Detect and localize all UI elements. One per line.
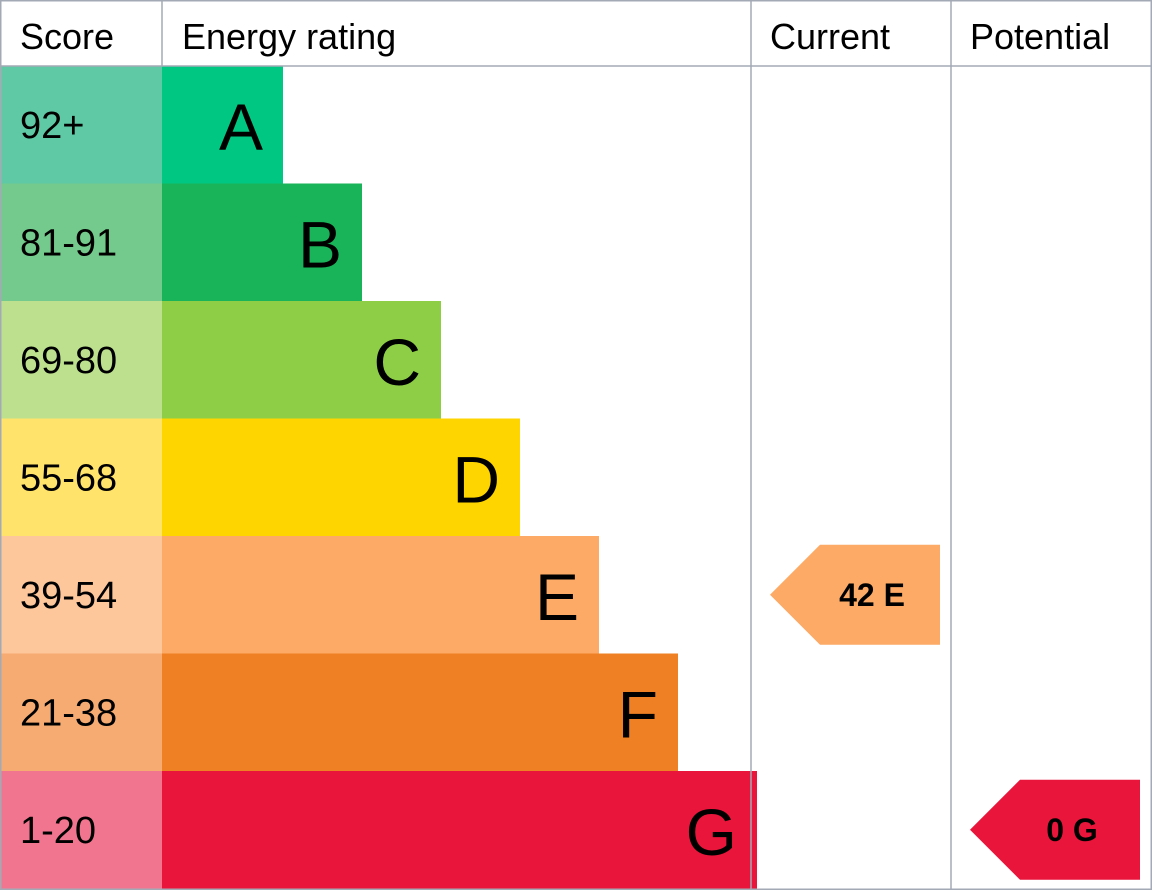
header-score: Score [20, 16, 114, 57]
score-label-a: 92+ [20, 105, 84, 147]
rating-letter-c: C [373, 325, 421, 399]
rating-letter-e: E [535, 560, 579, 634]
current-rating-label: 42 E [839, 577, 905, 613]
current-arrow [770, 544, 940, 645]
score-cell-f [0, 653, 162, 772]
score-cell-e [0, 536, 162, 654]
header-current: Current [770, 16, 890, 57]
score-cell-c [0, 301, 162, 419]
rating-bar-d [162, 418, 520, 537]
rating-bar-g [162, 771, 757, 889]
rating-letter-d: D [452, 442, 500, 516]
score-cell-d [0, 418, 162, 537]
score-cell-b [0, 183, 162, 302]
rating-bar-e [162, 536, 599, 654]
header-potential: Potential [970, 16, 1110, 57]
potential-rating-label: 0 G [1046, 812, 1098, 848]
score-label-f: 21-38 [20, 692, 117, 734]
rating-bar-a [162, 66, 283, 184]
rating-letter-g: G [686, 795, 737, 869]
rating-letter-a: A [219, 90, 263, 164]
score-label-c: 69-80 [20, 340, 117, 382]
score-label-b: 81-91 [20, 222, 117, 264]
score-label-e: 39-54 [20, 575, 117, 617]
rating-letter-f: F [618, 677, 658, 751]
rating-bar-b [162, 183, 362, 302]
score-cell-g [0, 771, 162, 889]
rating-letter-b: B [298, 207, 342, 281]
rating-bar-f [162, 653, 678, 772]
score-label-d: 55-68 [20, 457, 117, 499]
score-cell-a [0, 66, 162, 184]
header-energy-rating: Energy rating [182, 16, 396, 57]
score-label-g: 1-20 [20, 810, 96, 852]
potential-arrow [970, 779, 1140, 880]
rating-bar-c [162, 301, 441, 419]
